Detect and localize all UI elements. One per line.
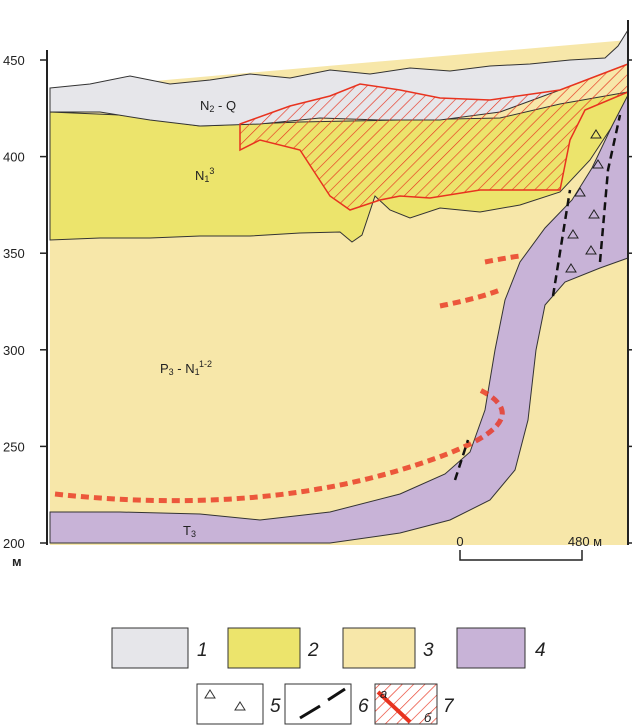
legend-number: 5 — [270, 696, 281, 717]
legend-number: 1 — [197, 640, 208, 661]
tick-label: 400 — [3, 150, 25, 165]
formation-part: 3 — [191, 529, 196, 539]
formation-part: N — [200, 98, 209, 113]
tick-label: 250 — [3, 439, 25, 454]
geologic-section: м 450400350300250200 N2 - QN13P3 - N11-2… — [0, 0, 632, 726]
formation-part: T — [183, 523, 191, 538]
formation-part: 1-2 — [199, 359, 212, 369]
legend-sublabel: а — [380, 686, 387, 701]
scale-bar — [460, 550, 582, 560]
tick-label: 300 — [3, 343, 25, 358]
formation-part: - Q — [214, 98, 236, 113]
formation-part: - N — [174, 361, 195, 376]
formation-part: P — [160, 361, 169, 376]
formation-part: 3 — [209, 166, 214, 176]
formation-label: N2 - Q — [200, 98, 236, 114]
legend-number: 3 — [423, 640, 434, 661]
tick-label: 450 — [3, 53, 25, 68]
scale-end: 480 м — [568, 534, 602, 549]
legend-number: 4 — [535, 640, 546, 661]
legend-number: 2 — [307, 640, 319, 661]
tick-label: 200 — [3, 536, 25, 551]
tick-label: 350 — [3, 246, 25, 261]
legend-number: 6 — [358, 696, 369, 717]
formation-part: 1 — [195, 367, 200, 377]
legend-sublabel: б — [424, 710, 432, 725]
legend-number: 7 — [443, 696, 455, 717]
axis-unit: м — [12, 554, 22, 569]
formation-part: 1 — [204, 174, 209, 184]
formation-part: N — [195, 168, 204, 183]
scale-start: 0 — [456, 534, 463, 549]
